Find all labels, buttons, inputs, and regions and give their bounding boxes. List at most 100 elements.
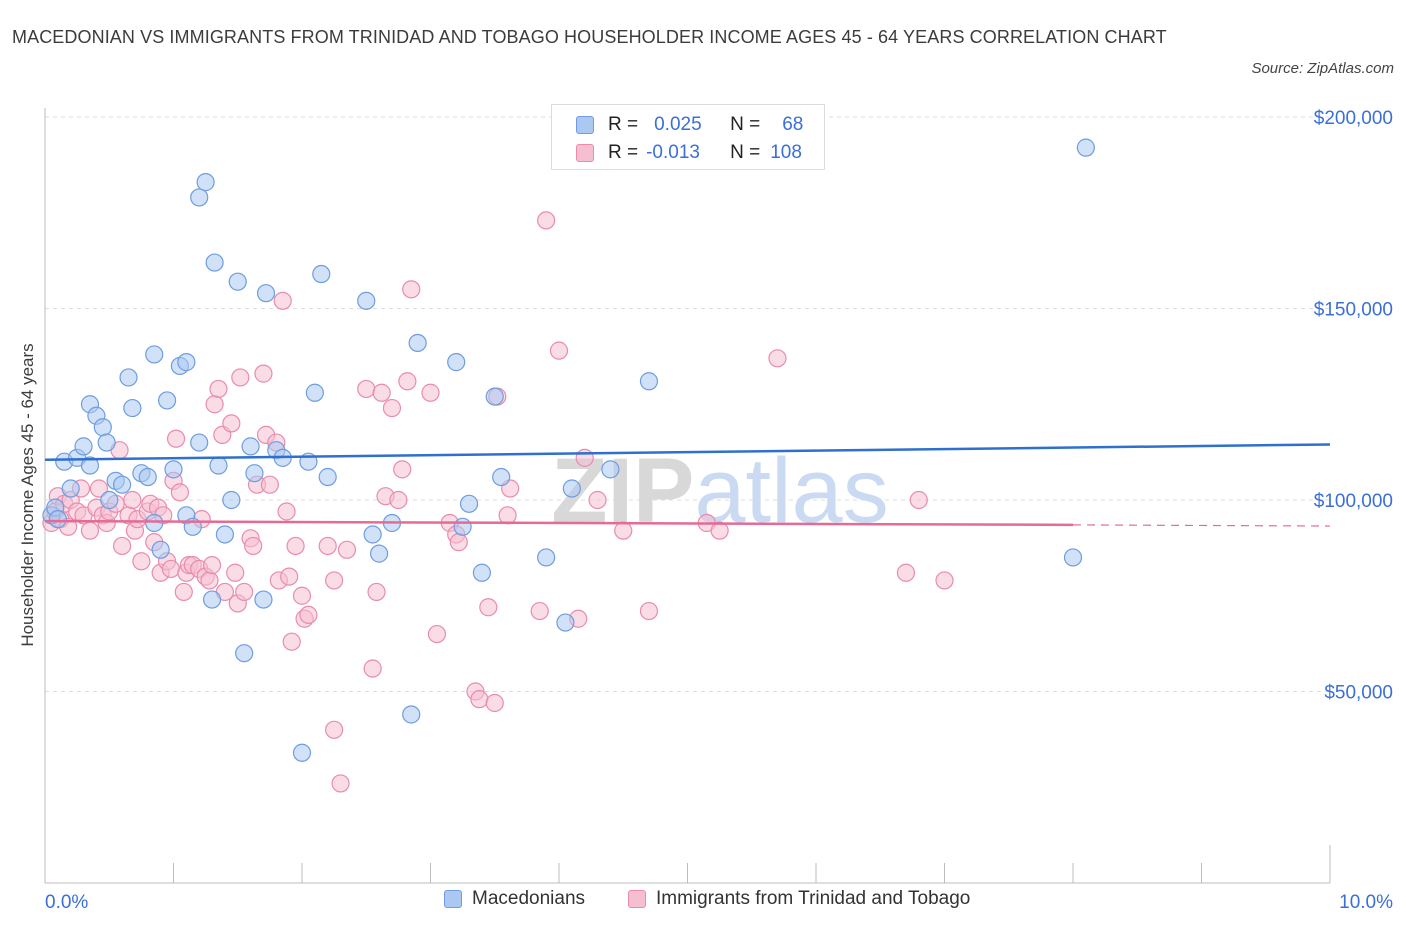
data-point-macedonian [112,475,132,494]
data-point-trinidad [357,379,376,399]
stats-legend: R = 0.025 N = 68 R = -0.013 N = 108 [551,104,825,170]
data-point-trinidad [402,280,421,299]
trinidad-points [42,211,954,793]
data-point-trinidad [485,693,504,713]
legend-label-macedonians: Macedonians [472,888,586,909]
data-point-trinidad [427,624,447,644]
data-point-macedonian [292,743,312,762]
data-point-trinidad [292,586,312,605]
pink-swatch [628,890,646,908]
data-point-macedonian [215,525,234,544]
data-point-macedonian [190,188,209,207]
data-point-trinidad [244,536,263,556]
legend-item-trinidad[interactable]: Immigrants from Trinidad and Tobago [628,888,970,910]
data-point-macedonian [357,291,376,310]
data-point-macedonian [537,548,556,567]
chart-title: MACEDONIAN VS IMMIGRANTS FROM TRINIDAD A… [12,27,1167,47]
y-tick-labels: $50,000 $100,000 $150,000 $200,000 [1314,108,1393,704]
data-point-trinidad [123,490,142,510]
data-point-trinidad [226,563,245,582]
data-point-trinidad [614,521,633,540]
data-point-trinidad [280,567,299,586]
y-tick-label: $150,000 [1314,300,1393,321]
data-point-trinidad [170,483,190,502]
data-point-trinidad [299,605,318,625]
data-point-trinidad [209,379,228,399]
data-point-macedonian [408,333,427,353]
data-point-trinidad [470,690,489,709]
data-point-macedonian [145,513,164,533]
data-point-macedonian [1076,138,1095,157]
data-point-trinidad [530,601,549,621]
trend-line-trinidad-extension [1072,524,1331,527]
data-point-macedonian [205,253,224,272]
data-point-macedonian [235,644,254,663]
source-label: Source: ZipAtlas.com [1251,60,1394,77]
data-point-trinidad [174,582,193,602]
data-point-macedonian [48,510,67,529]
y-axis-label: Householder Income Ages 45 - 64 years [18,343,37,647]
data-point-trinidad [393,460,412,479]
data-point-trinidad [161,559,181,579]
trend-line-macedonians [44,443,1331,462]
data-point-macedonian [93,418,112,437]
data-point-trinidad [273,291,292,310]
data-point-macedonian [241,437,260,456]
data-point-trinidad [325,571,344,590]
data-point-macedonian [363,525,382,544]
data-point-macedonian [318,467,337,487]
data-point-trinidad [205,395,224,414]
data-point-trinidad [282,632,301,651]
y-tick-label: $100,000 [1314,491,1393,512]
r-label: R = [608,142,639,163]
r-value-trinidad: -0.013 [646,142,700,163]
data-point-macedonian [472,563,491,582]
x-tick-label: 0.0% [45,892,88,913]
data-point-trinidad [222,414,241,433]
data-point-trinidad [277,502,296,521]
data-point-trinidad [549,341,569,360]
bottom-legend: Macedonians Immigrants from Trinidad and… [0,888,1406,916]
trend-lines [44,443,1331,527]
data-point-macedonian [256,284,276,303]
data-point-macedonian [222,490,241,510]
data-point-macedonian [601,460,620,479]
trend-line-trinidad [44,519,1074,527]
legend-label-trinidad: Immigrants from Trinidad and Tobago [656,888,971,909]
data-point-macedonian [61,479,80,498]
data-point-macedonian [254,590,273,609]
stats-row-trinidad: R = -0.013 N = 108 [576,140,802,166]
data-point-macedonian [151,540,170,559]
data-point-trinidad [260,475,279,494]
legend-item-macedonians[interactable]: Macedonians [444,888,585,910]
data-point-trinidad [286,536,305,556]
data-point-macedonian [157,391,177,410]
data-point-trinidad [80,521,100,540]
y-tick-label: $200,000 [1314,108,1393,129]
data-point-trinidad [367,582,386,602]
data-point-trinidad [166,429,186,448]
data-point-trinidad [710,521,729,540]
data-point-macedonian [177,353,196,372]
data-point-trinidad [479,598,498,617]
data-point-macedonian [97,433,116,452]
data-point-trinidad [337,540,357,559]
data-point-trinidad [537,211,556,230]
blue-swatch [444,890,462,908]
data-point-macedonian [145,345,164,364]
data-point-macedonian [245,464,264,483]
data-point-trinidad [449,533,468,552]
data-point-macedonian [305,383,324,402]
r-value-macedonians: 0.025 [654,114,702,135]
data-point-macedonian [100,490,119,510]
data-point-macedonian [196,173,215,192]
data-point-macedonian [209,456,228,475]
data-point-trinidad [363,659,382,678]
data-point-macedonian [74,437,93,456]
data-point-trinidad [768,349,787,368]
data-point-trinidad [398,372,417,391]
data-point-trinidad [325,720,344,739]
data-point-trinidad [202,556,222,575]
n-value-macedonians: 68 [782,114,804,135]
data-point-trinidad [896,563,916,582]
